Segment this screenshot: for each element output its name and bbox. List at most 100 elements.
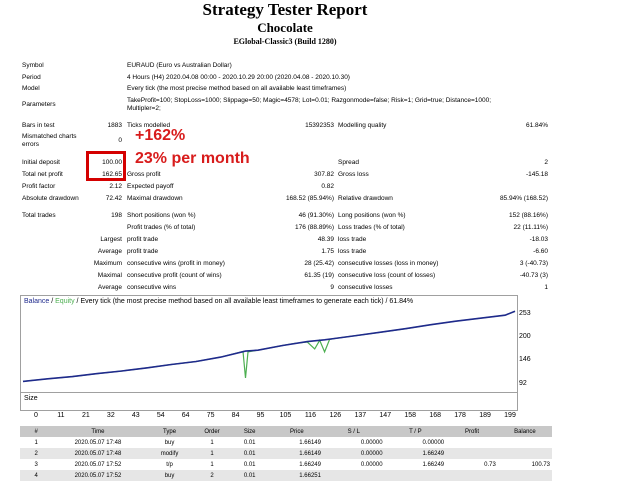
grossloss-label: Gross loss [338, 171, 369, 178]
short-value: 46 (91.30%) [298, 212, 334, 219]
cell-number: 1 [20, 437, 53, 448]
absdd-label: Absolute drawdown [22, 195, 79, 202]
period-label: Period [22, 74, 41, 81]
deposit-label: Initial deposit [22, 159, 60, 166]
cell-sl: 0.00000 [322, 459, 385, 470]
average2-label: Average [97, 284, 122, 291]
cell-price: 1.66149 [270, 437, 323, 448]
model-value: Every tick (the most precise method base… [127, 85, 347, 92]
cell-order: 2 [195, 470, 229, 481]
mismatch-value: 0 [118, 137, 122, 144]
bars-value: 1883 [107, 122, 122, 129]
cell-number: 2 [20, 448, 53, 459]
balance-chart: Balance / Equity / Every tick (the most … [20, 295, 518, 395]
x-tick-label: 105 [279, 412, 292, 419]
x-tick-label: 178 [454, 412, 466, 419]
gain-annotation: +162% [135, 127, 186, 144]
avg-cl-value: 1 [544, 284, 548, 291]
x-tick-label: 199 [504, 412, 516, 419]
average-loss-label: loss trade [338, 248, 367, 255]
avg-cl-label: consecutive losses [338, 284, 393, 291]
mxl-cl-value: -40.73 (3) [519, 272, 548, 279]
series-line-balance [22, 310, 516, 383]
size-label: Size [24, 395, 38, 402]
highlight-box [86, 151, 126, 181]
x-tick-label: 158 [404, 412, 417, 419]
x-tick-label: 64 [181, 412, 190, 419]
cell-profit: 0.73 [446, 459, 498, 470]
payoff-label: Expected payoff [127, 183, 174, 190]
x-tick-label: 168 [429, 412, 441, 419]
cell-balance [497, 437, 552, 448]
reldd-value: 85.94% (168.52) [499, 195, 548, 202]
avg-cw-value: 9 [330, 284, 334, 291]
cell-size: 0.01 [228, 470, 271, 481]
cell-sl [322, 470, 385, 481]
model-label: Model [22, 85, 40, 92]
average-label: Average [97, 248, 122, 255]
cell-number: 4 [20, 470, 53, 481]
cell-type: modify [143, 448, 196, 459]
report-title: Strategy Tester Report [202, 0, 368, 19]
long-value: 152 (88.16%) [508, 212, 548, 219]
cell-type: t/p [143, 459, 196, 470]
x-tick-label: 75 [206, 412, 215, 419]
table-header-row: # Time Type Order Size Price S / L T / P… [20, 426, 552, 437]
absdd-value: 72.42 [105, 195, 122, 202]
profit-trades-value: 176 (88.89%) [294, 224, 334, 231]
legend-balance: Balance [24, 298, 50, 305]
cell-time: 2020.05.07 17:52 [52, 459, 144, 470]
mxl-cw-value: 61.35 (19) [304, 272, 334, 279]
cell-type: buy [143, 470, 196, 481]
largest-profit-value: 48.39 [317, 236, 334, 243]
cell-time: 2020.05.07 17:52 [52, 470, 144, 481]
y-tick-label: 92 [519, 379, 527, 387]
x-tick-label: 0 [34, 412, 38, 419]
mismatch-label: Mismatched charts [22, 133, 77, 140]
x-tick-label: 137 [354, 412, 367, 419]
quality-value: 61.84% [525, 122, 548, 129]
maximum-label: Maximum [93, 260, 122, 267]
quality-label: Modelling quality [338, 122, 387, 129]
legend-equity: Equity [55, 298, 75, 305]
cell-profit [446, 470, 498, 481]
x-tick-label: 189 [479, 412, 491, 419]
x-tick-label: 32 [106, 412, 115, 419]
netprofit-value: 162.65 [102, 171, 122, 178]
y-tick-label: 146 [519, 356, 531, 364]
long-label: Long positions (won %) [338, 212, 406, 219]
maxdd-label: Maximal drawdown [127, 195, 183, 202]
col-header-price: Price [270, 426, 323, 437]
cell-type: buy [143, 437, 196, 448]
cell-price: 1.66251 [270, 470, 323, 481]
max-cw-value: 28 (25.42) [304, 260, 334, 267]
y-tick-label: 253 [519, 310, 531, 318]
x-tick-label: 11 [57, 412, 65, 419]
mismatch-label-2: errors [22, 141, 39, 148]
cell-price: 1.66249 [270, 459, 323, 470]
parameters-line-2: Multipler=2; [127, 105, 161, 112]
x-tick-label: 21 [81, 412, 90, 419]
y-tick-label: 200 [519, 333, 531, 341]
cell-balance: 100.73 [497, 459, 552, 470]
profit-trades-label: Profit trades (% of total) [127, 224, 196, 231]
col-header-profit: Profit [446, 426, 498, 437]
spread-label: Spread [338, 159, 359, 166]
loss-trades-value: 22 (11.11%) [513, 224, 548, 231]
period-value: 4 Hours (H4) 2020.04.08 00:00 - 2020.10.… [127, 74, 350, 81]
col-header-type: Type [143, 426, 196, 437]
short-label: Short positions (won %) [127, 212, 196, 219]
average-profit-value: 1.75 [321, 248, 334, 255]
col-header-tp: T / P [384, 426, 447, 437]
cell-size: 0.01 [228, 448, 271, 459]
max-cw-label: consecutive wins (profit in money) [127, 260, 225, 267]
trades-value: 198 [111, 212, 122, 219]
cell-sl: 0.00000 [322, 437, 385, 448]
ticks-label: Ticks modelled [127, 122, 171, 129]
symbol-label: Symbol [22, 62, 44, 69]
col-header-number: # [20, 426, 53, 437]
cell-price: 1.66149 [270, 448, 323, 459]
grossprofit-value: 307.82 [314, 171, 334, 178]
trades-label: Total trades [22, 212, 56, 219]
size-panel: Size [20, 392, 518, 411]
